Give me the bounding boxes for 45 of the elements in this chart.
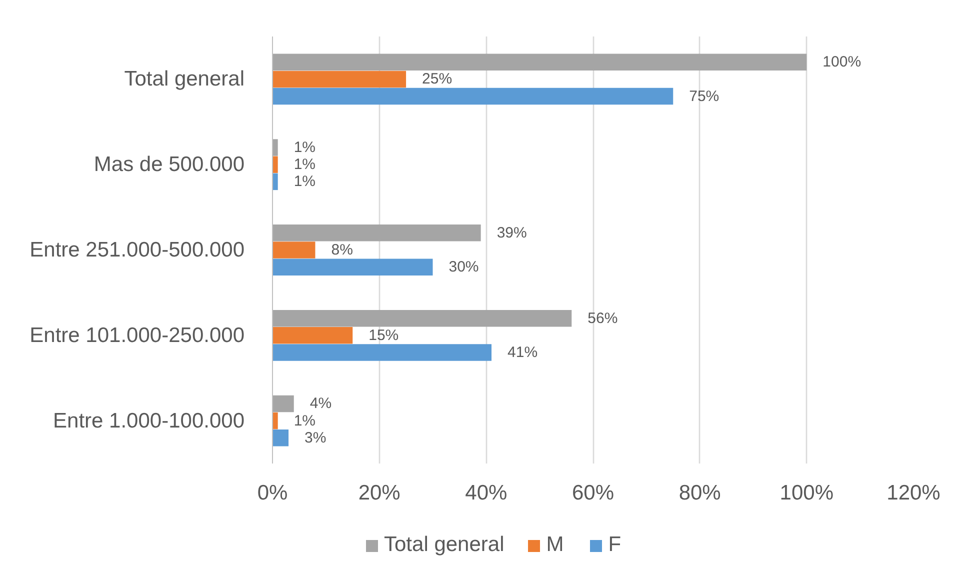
data-label: 56%: [588, 310, 618, 327]
bar: [272, 327, 353, 344]
bar: [272, 310, 572, 327]
legend-label: Total general: [384, 533, 504, 557]
bar: [272, 88, 674, 105]
data-label: 1%: [294, 412, 316, 430]
data-label: 1%: [294, 173, 316, 190]
x-tick-label: 100%: [780, 482, 834, 504]
data-label: 100%: [822, 54, 862, 71]
data-label: 3%: [304, 429, 326, 446]
bar: [272, 70, 406, 88]
data-label: 15%: [368, 326, 399, 344]
bar: [272, 344, 492, 361]
data-label: 4%: [310, 395, 332, 412]
x-tick-label: 40%: [465, 482, 508, 504]
bar: [272, 242, 316, 258]
x-tick-label: 0%: [257, 482, 288, 504]
legend-label: M: [546, 533, 565, 557]
x-tick-label: 120%: [886, 482, 940, 504]
data-label: 39%: [496, 224, 527, 242]
legend-label: F: [608, 533, 622, 557]
x-tick-label: 20%: [358, 482, 400, 504]
bar: [272, 430, 289, 446]
data-label: 25%: [422, 70, 452, 88]
data-label: 1%: [294, 156, 316, 174]
y-tick-label: Mas de 500.000: [94, 153, 244, 176]
bar: [272, 139, 278, 156]
bar: [272, 258, 433, 276]
x-tick-label: 80%: [678, 482, 721, 504]
data-label: 8%: [331, 242, 353, 258]
bar: [272, 54, 807, 70]
y-tick-label: Entre 101.000-250.000: [30, 324, 245, 347]
data-label: 75%: [689, 88, 720, 105]
x-tick-label: 60%: [572, 482, 614, 504]
y-tick-label: Total general: [124, 68, 244, 91]
data-label: 1%: [294, 139, 316, 156]
bar: [272, 224, 481, 242]
bar: [272, 395, 294, 412]
bar: [272, 173, 278, 190]
bar: [272, 156, 278, 173]
bar: [272, 412, 278, 430]
data-label: 30%: [448, 258, 479, 276]
y-tick-label: Entre 1.000-100.000: [53, 409, 245, 432]
data-label: 41%: [508, 344, 538, 361]
y-tick-label: Entre 251.000-500.000: [30, 238, 245, 262]
